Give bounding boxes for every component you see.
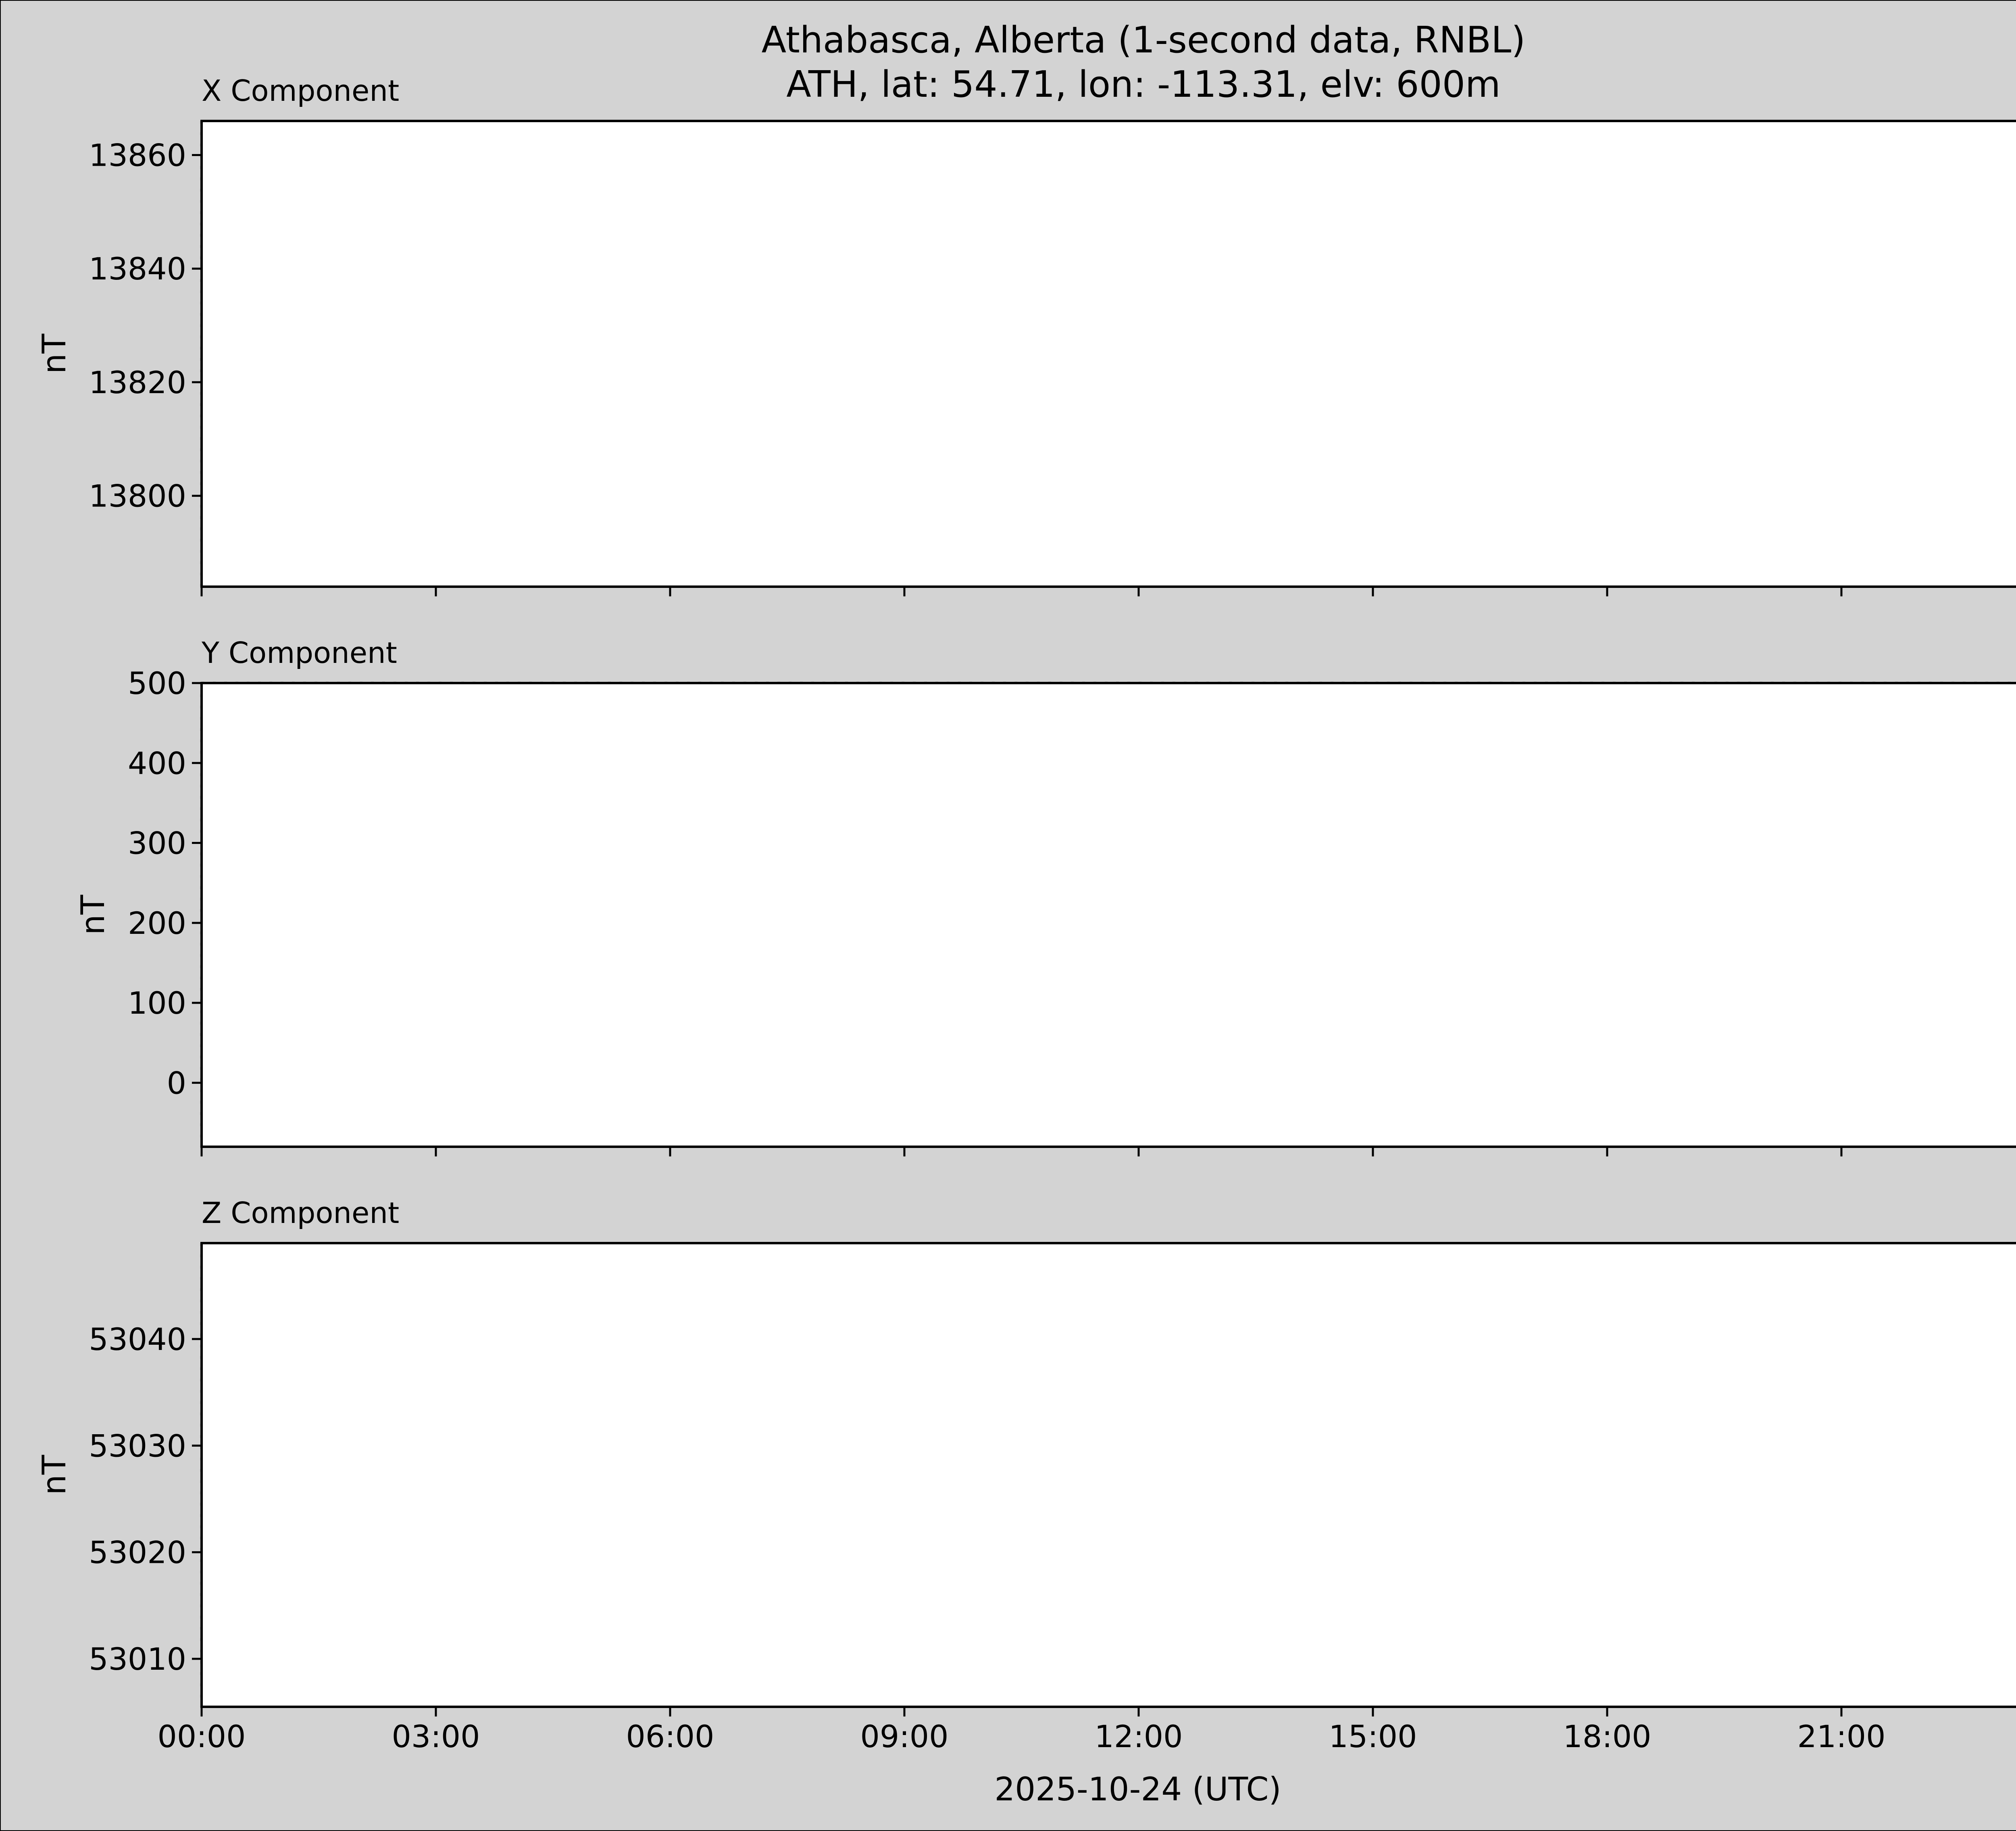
y-tick-label: 13840 [89, 251, 186, 287]
y-tick-label: 200 [128, 905, 186, 941]
x-tick-label: 03:00 [392, 1719, 480, 1754]
y-tick-label: 13860 [89, 137, 186, 173]
figure-subtitle: ATH, lat: 54.71, lon: -113.31, elv: 600m [786, 63, 1500, 106]
y-tick-label: 400 [128, 745, 186, 781]
x-tick-label: 21:00 [1797, 1719, 1885, 1754]
x-tick-label: 09:00 [860, 1719, 948, 1754]
x-axis-label: 2025-10-24 (UTC) [994, 1771, 1281, 1808]
axes-frame [200, 120, 2016, 588]
panel-1: 13800 13820 13840 13860 X Component nT [35, 74, 2016, 596]
y-axis-label: nT [35, 1454, 73, 1495]
panel-title: Z Component [202, 1196, 399, 1230]
x-tick-label: 06:00 [626, 1719, 714, 1754]
x-tick-label: 00:00 [157, 1719, 246, 1754]
panel-title: Y Component [201, 636, 397, 670]
x-tick-label: 12:00 [1094, 1719, 1183, 1754]
figure-title: Athabasca, Alberta (1-second data, RNBL) [762, 19, 1526, 61]
y-axis-label: nT [35, 333, 73, 374]
y-axis-label: nT [74, 894, 112, 935]
axes-frame [200, 1242, 2016, 1708]
y-tick-label: 53040 [89, 1321, 186, 1357]
y-tick-label: 100 [128, 985, 186, 1021]
x-tick-label: 18:00 [1563, 1719, 1651, 1754]
axes-frame [200, 682, 2016, 1148]
panels-container: 13800 13820 13840 13860 X Component nT 0 100 200… [35, 74, 2016, 1754]
y-tick-label: 53010 [89, 1641, 186, 1677]
y-tick-label: 13820 [89, 365, 186, 400]
panel-title: X Component [202, 74, 399, 108]
panel-2: 0 100 200 300 400 500 Y Component nT [74, 636, 2016, 1156]
y-tick-label: 500 [128, 665, 186, 701]
panel-3: 53010 53020 53030 53040 Z Component nT 00:00 03… [35, 1196, 2016, 1754]
y-tick-label: 13800 [89, 478, 186, 514]
y-tick-label: 0 [167, 1065, 186, 1101]
x-tick-label: 15:00 [1329, 1719, 1417, 1754]
y-tick-label: 300 [128, 825, 186, 861]
y-tick-label: 53030 [89, 1428, 186, 1464]
y-tick-label: 53020 [89, 1535, 186, 1571]
